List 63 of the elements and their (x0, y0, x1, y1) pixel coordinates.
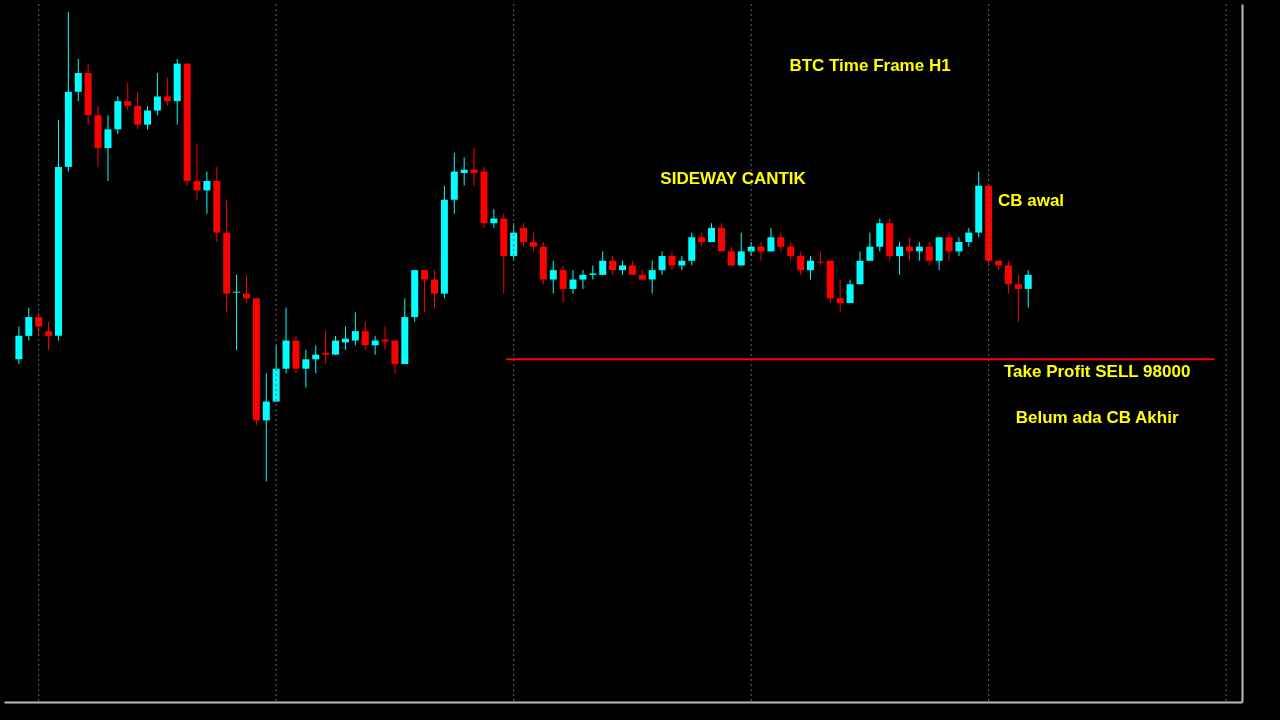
candlestick (233, 274, 241, 351)
candlestick (431, 269, 438, 309)
candlestick (717, 222, 725, 252)
text: BTC Time Frame H1 (789, 56, 951, 75)
candlestick (104, 114, 112, 182)
annotation: SIDEWAY CANTIK (660, 169, 807, 188)
candlestick (876, 218, 884, 252)
candlestick (124, 81, 132, 112)
candlestick (302, 349, 310, 388)
candlestick (896, 241, 904, 276)
candlestick (777, 232, 785, 252)
candlestick (322, 330, 330, 365)
candlestick (856, 250, 864, 285)
candlestick (332, 335, 340, 356)
candlestick (529, 232, 537, 252)
annotation: CB awal (997, 191, 1065, 210)
candlestick (1004, 260, 1012, 295)
candlestick (25, 307, 33, 342)
candlestick (391, 340, 399, 374)
candlestick (134, 91, 142, 130)
candlestick (668, 250, 676, 271)
ref-line-label: Take Profit SELL 98000 (1003, 362, 1191, 382)
candlestick (1024, 269, 1032, 309)
candlestick (262, 372, 270, 482)
candlestick (589, 264, 597, 281)
candlestick (74, 58, 82, 102)
candlestick (787, 241, 795, 262)
candlestick (945, 232, 953, 262)
candlestick (708, 222, 716, 243)
candlestick (1014, 274, 1022, 323)
candlestick (559, 264, 567, 304)
candlestick (144, 105, 152, 130)
candlestick (421, 269, 429, 313)
candlestick (688, 232, 696, 266)
candlestick (569, 269, 577, 295)
candlestick (965, 227, 973, 248)
candlestick (579, 269, 587, 290)
candlestick (520, 222, 528, 248)
candlestick (807, 255, 815, 281)
candlestick (153, 72, 161, 116)
candlestick (658, 250, 666, 276)
candlestick (737, 232, 745, 266)
candlestick (935, 236, 943, 271)
annotation: Belum ada CB Akhir (1015, 408, 1179, 427)
candlestick (925, 241, 933, 266)
candlestick (15, 325, 23, 365)
candlestick (460, 156, 468, 187)
candlestick (955, 236, 963, 257)
candlestick (609, 255, 617, 276)
candlestick (351, 311, 359, 346)
candlestick (193, 142, 201, 201)
candlestick (866, 232, 874, 262)
candlestick (163, 77, 171, 107)
candlestick (648, 260, 656, 295)
candlestick (45, 321, 53, 351)
candlestick (549, 260, 557, 295)
candlestick (203, 171, 211, 215)
candlestick (816, 250, 824, 266)
candlestick (361, 321, 369, 351)
candlestick (470, 147, 478, 187)
candlestick (797, 250, 805, 276)
candlestick (836, 279, 844, 313)
candlestick (599, 250, 607, 276)
